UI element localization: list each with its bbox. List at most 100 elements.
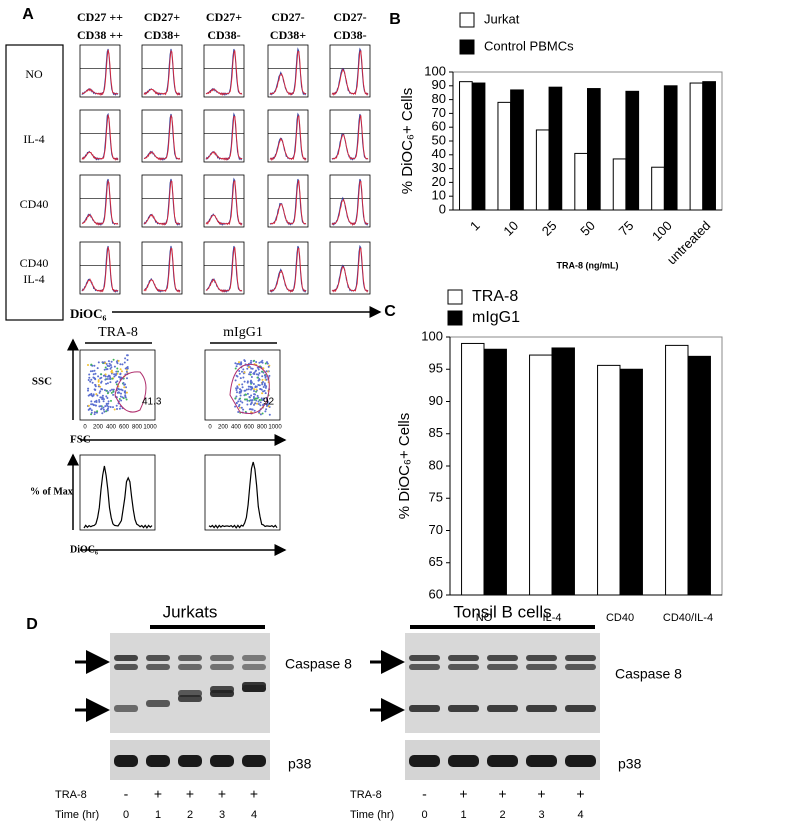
- event-dot: [121, 363, 124, 366]
- bar: [702, 81, 716, 211]
- fsc-tick: 0: [83, 425, 87, 431]
- y-tick-label: 100: [421, 328, 443, 343]
- event-dot: [238, 361, 240, 364]
- legend-label: Control PBMCs: [484, 38, 574, 53]
- fsc-tick: 1000: [143, 425, 157, 431]
- band: [526, 705, 557, 712]
- event-dot: [249, 371, 252, 374]
- event-dot: [119, 368, 122, 371]
- band: [178, 690, 202, 697]
- event-dot: [87, 387, 90, 390]
- treatment-sign: +: [498, 786, 506, 802]
- event-dot: [243, 380, 246, 383]
- event-dot: [237, 405, 240, 408]
- histogram-frame: [267, 44, 309, 98]
- band: [448, 705, 479, 712]
- event-dot: [87, 364, 89, 366]
- event-dot: [243, 359, 246, 362]
- event-dot: [106, 397, 109, 399]
- histogram-curve: [205, 180, 243, 226]
- bar: [497, 101, 512, 211]
- event-dot: [241, 383, 244, 386]
- event-dot: [110, 360, 113, 363]
- event-dot: [243, 371, 246, 374]
- event-dot: [103, 410, 106, 413]
- treatment-label: TRA-8: [55, 789, 87, 801]
- band: [409, 705, 440, 712]
- y-tick-label: 60: [432, 119, 446, 134]
- y-tick-label: 80: [429, 457, 443, 472]
- band: [565, 664, 596, 670]
- event-dot: [109, 364, 112, 367]
- bar: [665, 344, 689, 596]
- event-dot: [241, 370, 243, 373]
- event-dot: [97, 375, 100, 378]
- event-dot: [250, 394, 253, 397]
- row-label: NO: [25, 67, 43, 81]
- event-dot: [236, 375, 239, 378]
- event-dot: [261, 370, 264, 373]
- event-dot: [92, 373, 95, 376]
- event-dot: [261, 381, 264, 384]
- event-dot: [259, 413, 262, 416]
- event-dot: [87, 389, 89, 392]
- column-header: CD27-: [333, 10, 366, 24]
- event-dot: [263, 382, 266, 385]
- event-dot: [90, 403, 93, 406]
- event-dot: [240, 361, 243, 364]
- band: [114, 755, 138, 767]
- event-dot: [90, 363, 93, 366]
- event-dot: [116, 408, 118, 410]
- x-tick-label: 75: [616, 218, 637, 239]
- event-dot: [264, 362, 267, 365]
- time-value: 3: [538, 809, 544, 821]
- histogram-curve: [205, 116, 243, 161]
- event-dot: [108, 362, 111, 365]
- x-tick-label: CD40/IL-4: [663, 612, 713, 624]
- gate-value: 92: [263, 397, 275, 408]
- event-dot: [254, 402, 257, 405]
- event-dot: [253, 403, 255, 406]
- event-dot: [238, 390, 241, 393]
- event-dot: [94, 404, 97, 407]
- event-dot: [102, 406, 105, 409]
- bar: [483, 348, 507, 596]
- event-dot: [123, 386, 126, 389]
- event-dot: [241, 401, 244, 404]
- bar: [612, 158, 627, 211]
- fsc-tick: 200: [93, 425, 104, 431]
- histogram-curve: [143, 247, 181, 293]
- event-dot: [88, 376, 91, 379]
- event-dot: [118, 407, 121, 410]
- event-dot: [238, 370, 241, 372]
- panel-label: B: [389, 11, 401, 28]
- column-header: CD38-: [333, 28, 366, 42]
- legend-label: TRA-8: [472, 288, 518, 305]
- bar: [651, 166, 665, 211]
- histogram-frame: [267, 241, 309, 295]
- event-dot: [261, 399, 264, 401]
- band: [409, 655, 440, 661]
- band: [210, 655, 234, 661]
- event-dot: [242, 368, 245, 371]
- band: [242, 664, 266, 670]
- bar: [663, 85, 678, 211]
- histogram-frame: [329, 174, 371, 228]
- event-dot: [250, 388, 252, 391]
- band: [242, 755, 266, 767]
- blot: [405, 633, 600, 733]
- histogram-curve: [143, 50, 181, 96]
- legend-swatch: [459, 39, 475, 55]
- event-dot: [104, 373, 107, 376]
- band-label: p38: [288, 756, 312, 772]
- treatment-label: TRA-8: [350, 789, 382, 801]
- event-dot: [239, 377, 242, 380]
- event-dot: [112, 393, 115, 396]
- event-dot: [265, 403, 268, 406]
- histogram-curve: [143, 115, 181, 161]
- event-dot: [244, 398, 247, 401]
- event-dot: [96, 410, 99, 413]
- event-dot: [234, 367, 237, 370]
- bar: [625, 90, 640, 211]
- bar: [687, 355, 711, 596]
